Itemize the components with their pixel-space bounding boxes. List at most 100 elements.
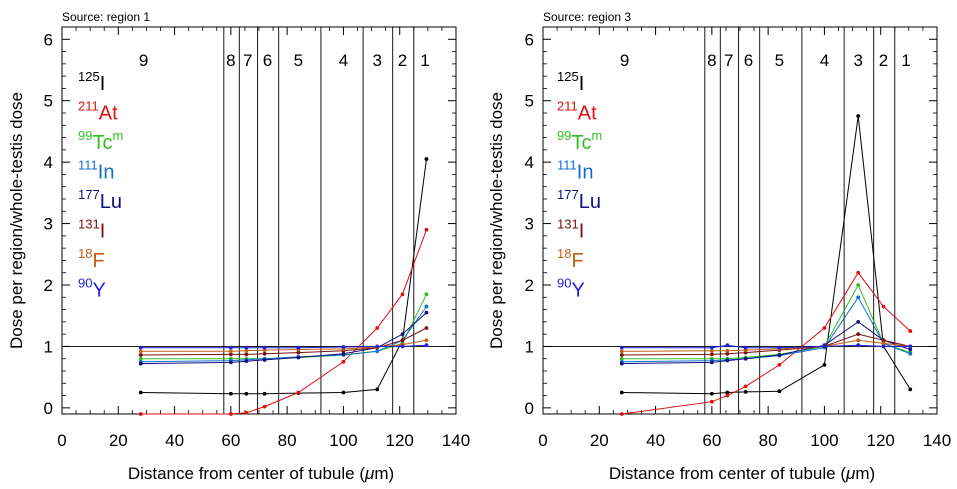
legend-mass-number: 90 xyxy=(557,276,571,291)
data-point-131I xyxy=(881,338,886,343)
region-label: 7 xyxy=(724,51,733,70)
legend-element: At xyxy=(99,103,118,125)
data-point-111In xyxy=(908,351,913,356)
legend-entry-177Lu: 177Lu xyxy=(557,187,601,213)
data-point-177Lu xyxy=(296,355,301,360)
legend-element: Lu xyxy=(579,191,601,213)
data-point-131I xyxy=(400,338,405,343)
region-label: 1 xyxy=(420,51,429,70)
y-tick-label: 0 xyxy=(525,399,534,418)
legend-entry-131I: 131I xyxy=(78,217,105,243)
data-point-211At xyxy=(881,304,886,309)
legend-element: In xyxy=(98,162,115,184)
data-point-99Tc xyxy=(424,292,429,297)
data-point-111In xyxy=(424,304,429,309)
data-point-90Y xyxy=(822,344,827,349)
region-label: 2 xyxy=(879,51,888,70)
legend-entry-131I: 131I xyxy=(557,217,584,243)
x-tick-label: 20 xyxy=(590,431,609,450)
plot-frame xyxy=(542,26,938,415)
x-tick-label: 0 xyxy=(57,431,66,450)
region-label: 8 xyxy=(707,51,716,70)
series-line-131I xyxy=(621,333,911,356)
y-tick-label: 0 xyxy=(44,399,53,418)
y-tick-label: 5 xyxy=(525,92,534,111)
legend-mass-number: 99 xyxy=(557,128,571,143)
y-tick-label: 4 xyxy=(44,153,53,172)
data-point-18F xyxy=(244,348,249,353)
legend-metastable: m xyxy=(112,128,123,143)
data-point-125I xyxy=(228,391,233,396)
data-point-177Lu xyxy=(777,353,782,357)
legend-element: Tc xyxy=(92,132,112,154)
chart-panel-2: Source: region 39 8 7 6 5 4 3 2 10 20 40 60 80 100 120… xyxy=(487,10,951,483)
legend-entry-125I: 125I xyxy=(557,69,584,95)
y-tick-label: 6 xyxy=(525,30,534,49)
data-point-211At xyxy=(138,412,143,416)
data-point-131I xyxy=(262,351,267,356)
data-point-211At xyxy=(777,362,782,367)
y-tick-label: 3 xyxy=(525,215,534,234)
data-point-177Lu xyxy=(743,356,748,361)
x-axis-label-mu: μ xyxy=(364,464,375,483)
data-point-111In xyxy=(375,349,380,354)
data-point-211At xyxy=(743,384,748,389)
legend-element: Lu xyxy=(100,191,122,213)
legend-element: I xyxy=(579,221,585,243)
data-point-211At xyxy=(856,270,861,275)
legend-element: In xyxy=(577,162,594,184)
series-line-177Lu xyxy=(140,312,427,365)
legend-entry-111In: 111In xyxy=(78,158,114,184)
data-point-177Lu xyxy=(228,360,233,365)
region-label: 4 xyxy=(820,51,829,70)
x-tick-label: 80 xyxy=(759,431,778,450)
legend-metastable: m xyxy=(591,128,602,143)
x-tick-label: 20 xyxy=(109,431,128,450)
data-point-125I xyxy=(908,387,913,392)
x-tick-label: 120 xyxy=(386,431,414,450)
data-point-111In xyxy=(856,295,861,300)
legend-element: Y xyxy=(92,280,105,302)
data-point-211At xyxy=(296,390,301,395)
legend-element: I xyxy=(100,221,106,243)
data-point-18F xyxy=(424,338,429,343)
x-tick-label: 80 xyxy=(278,431,297,450)
legend-mass-number: 111 xyxy=(78,158,98,173)
data-point-125I xyxy=(856,114,861,118)
y-tick-label: 4 xyxy=(525,153,534,172)
data-point-90Y xyxy=(424,343,429,348)
data-point-125I xyxy=(375,387,380,392)
data-point-177Lu xyxy=(856,319,861,324)
data-point-211At xyxy=(228,412,233,416)
region-label: 6 xyxy=(263,51,272,70)
x-tick-label: 100 xyxy=(329,431,357,450)
data-point-177Lu xyxy=(262,358,267,362)
data-point-90Y xyxy=(375,344,380,349)
data-point-125I xyxy=(619,390,624,395)
data-point-131I xyxy=(619,353,624,357)
y-tick-label: 3 xyxy=(44,215,53,234)
x-axis-label-text: Distance from center of tubule ( xyxy=(609,464,847,483)
legend-mass-number: 177 xyxy=(78,187,100,202)
data-point-125I xyxy=(822,362,827,367)
data-point-177Lu xyxy=(619,361,624,366)
x-axis-label-text: Distance from center of tubule ( xyxy=(128,464,366,483)
legend-entry-211At: 211At xyxy=(78,99,118,125)
legend-mass-number: 111 xyxy=(557,158,577,173)
data-point-211At xyxy=(619,412,624,416)
y-axis-label: Dose per region/whole-testis dose xyxy=(487,92,506,349)
data-point-18F xyxy=(881,341,886,346)
x-axis-label: Distance from center of tubule (μm) xyxy=(609,464,875,483)
chart-title: Source: region 3 xyxy=(543,10,631,24)
legend-entry-125I: 125I xyxy=(78,69,105,95)
legend-element: Tc xyxy=(571,132,591,154)
x-tick-label: 100 xyxy=(810,431,838,450)
data-point-18F xyxy=(725,348,730,353)
legend-entry-99Tc: 99Tcm xyxy=(78,128,123,154)
region-label: 2 xyxy=(398,51,407,70)
x-tick-label: 60 xyxy=(702,431,721,450)
legend-entry-111In: 111In xyxy=(557,158,593,184)
legend-element: At xyxy=(578,103,597,125)
legend-entry-99Tc: 99Tcm xyxy=(557,128,602,154)
data-point-99Tc xyxy=(619,356,624,361)
